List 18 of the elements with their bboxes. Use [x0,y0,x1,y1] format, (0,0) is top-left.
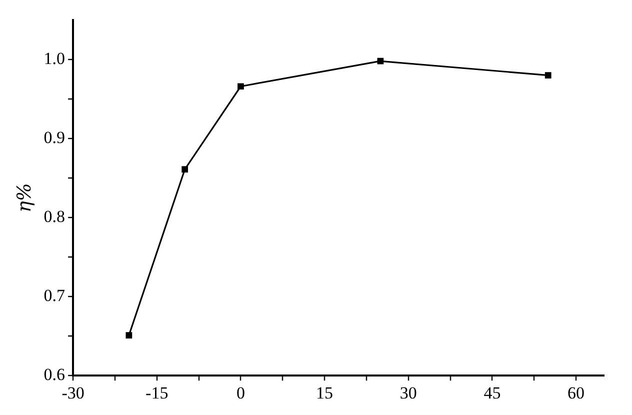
y-tick-label: 0.6 [44,365,66,384]
x-tick-label: -15 [146,383,168,402]
y-tick-label: 0.7 [44,286,66,306]
x-tick-label: 15 [316,383,334,402]
point [377,58,384,64]
x-tick-label: 45 [484,383,501,402]
x-tick-label: 60 [568,383,585,402]
y-tick-label: 0.9 [44,128,66,147]
point [238,83,244,90]
x-tick-label: 30 [400,383,417,402]
y-axis-title: η% [13,183,36,213]
point [544,72,552,78]
y-tick-label: 0.8 [44,207,66,226]
x-tick-label: 0 [236,383,245,402]
x-tick-label: -30 [62,383,84,402]
point [182,166,188,173]
y-tick-label: 1.0 [44,48,66,68]
point [126,332,132,338]
